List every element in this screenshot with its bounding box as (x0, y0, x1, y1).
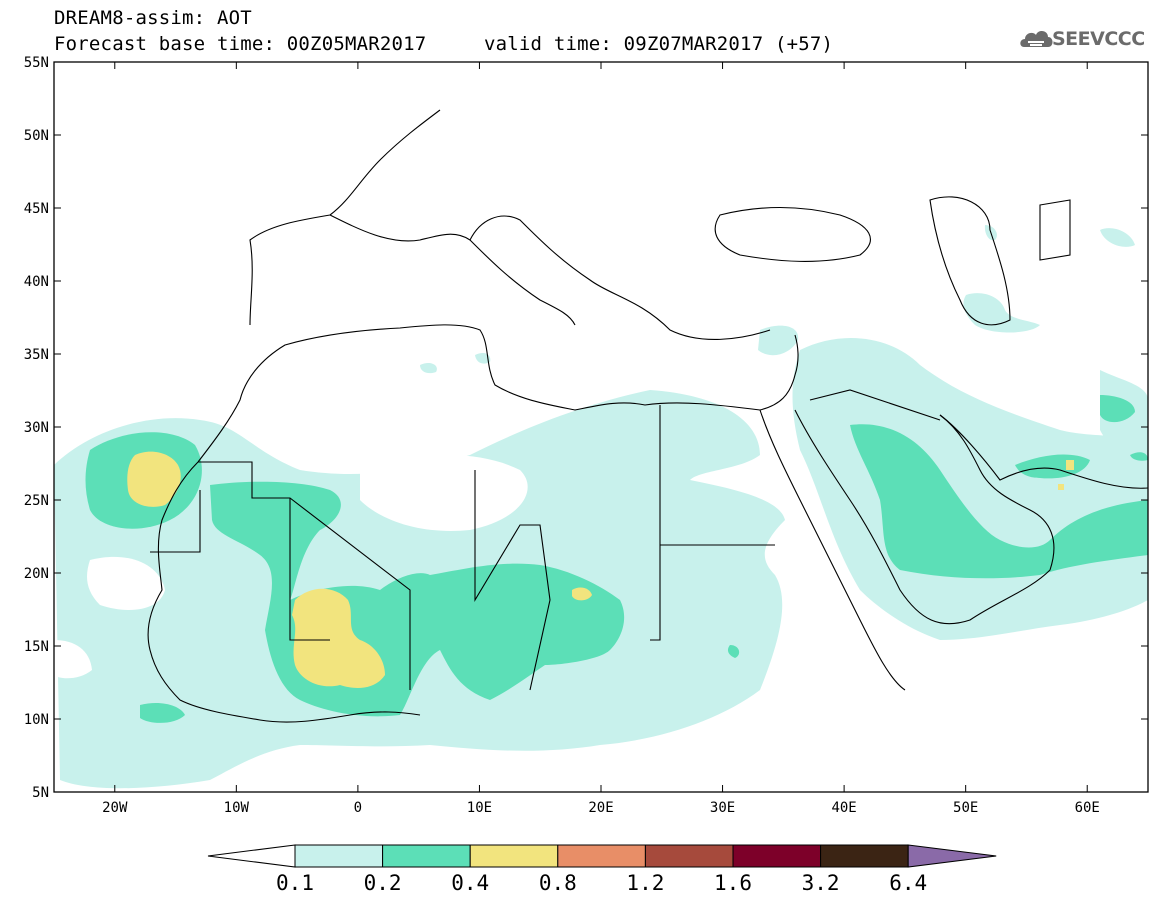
lon-tick-label: 20E (588, 800, 613, 816)
colorbar-label: 0.4 (451, 871, 489, 895)
lat-tick-label: 50N (24, 128, 49, 144)
lat-tick-label: 35N (24, 347, 49, 363)
colorbar-label: 0.2 (364, 871, 402, 895)
forecast-base-time: Forecast base time: 00Z05MAR2017 (54, 33, 427, 55)
colorbar-segment (732, 844, 822, 868)
colorbar-underflow-arrow (207, 844, 296, 868)
lat-tick-label: 25N (24, 493, 49, 509)
map-title: DREAM8-assim: AOT (54, 7, 252, 29)
colorbar-label: 6.4 (889, 871, 927, 895)
colorbar-overflow-arrow (907, 844, 997, 868)
colorbar-segment (557, 844, 646, 868)
colorbar-label: 3.2 (802, 871, 840, 895)
coastlines (147, 109, 1148, 723)
lat-tick-label: 20N (24, 566, 49, 582)
longitude-axis: 20W 10W 0 10E 20E 30E 40E 50E 60E (102, 62, 1100, 816)
logo-text: SEEVCCC (1052, 28, 1145, 50)
colorbar-label: 0.1 (276, 871, 314, 895)
valid-time: valid time: 09Z07MAR2017 (+57) (484, 33, 834, 55)
colorbar-segment (382, 844, 471, 868)
lon-tick-label: 30E (710, 800, 735, 816)
lat-tick-label: 45N (24, 201, 49, 217)
colorbar-segment (820, 844, 909, 868)
lat-tick-label: 10N (24, 712, 49, 728)
lat-tick-label: 30N (24, 420, 49, 436)
lon-tick-label: 40E (831, 800, 856, 816)
lon-tick-label: 10E (467, 800, 492, 816)
lon-tick-label: 20W (102, 800, 128, 816)
cloud-icon (1020, 31, 1053, 47)
lat-tick-label: 55N (24, 55, 49, 71)
lon-tick-label: 60E (1075, 800, 1100, 816)
aot-shading (54, 225, 1148, 789)
lat-tick-label: 15N (24, 639, 49, 655)
lon-tick-label: 50E (953, 800, 978, 816)
colorbar-label: 1.2 (626, 871, 664, 895)
lon-tick-label: 0 (354, 800, 362, 816)
lon-tick-label: 10W (224, 800, 250, 816)
colorbar-segment (469, 844, 559, 868)
colorbar-label: 0.8 (539, 871, 577, 895)
colorbar-label: 1.6 (714, 871, 752, 895)
colorbar-segment (644, 844, 734, 868)
lat-tick-label: 40N (24, 274, 49, 290)
colorbar: 0.1 0.2 0.4 0.8 1.2 1.6 3.2 6.4 (207, 844, 997, 895)
latitude-axis: 5N 10N 15N 20N 25N 30N 35N 40N 45N 50N 55N (24, 55, 1148, 801)
colorbar-segment (294, 844, 384, 868)
lat-tick-label: 5N (32, 785, 49, 801)
